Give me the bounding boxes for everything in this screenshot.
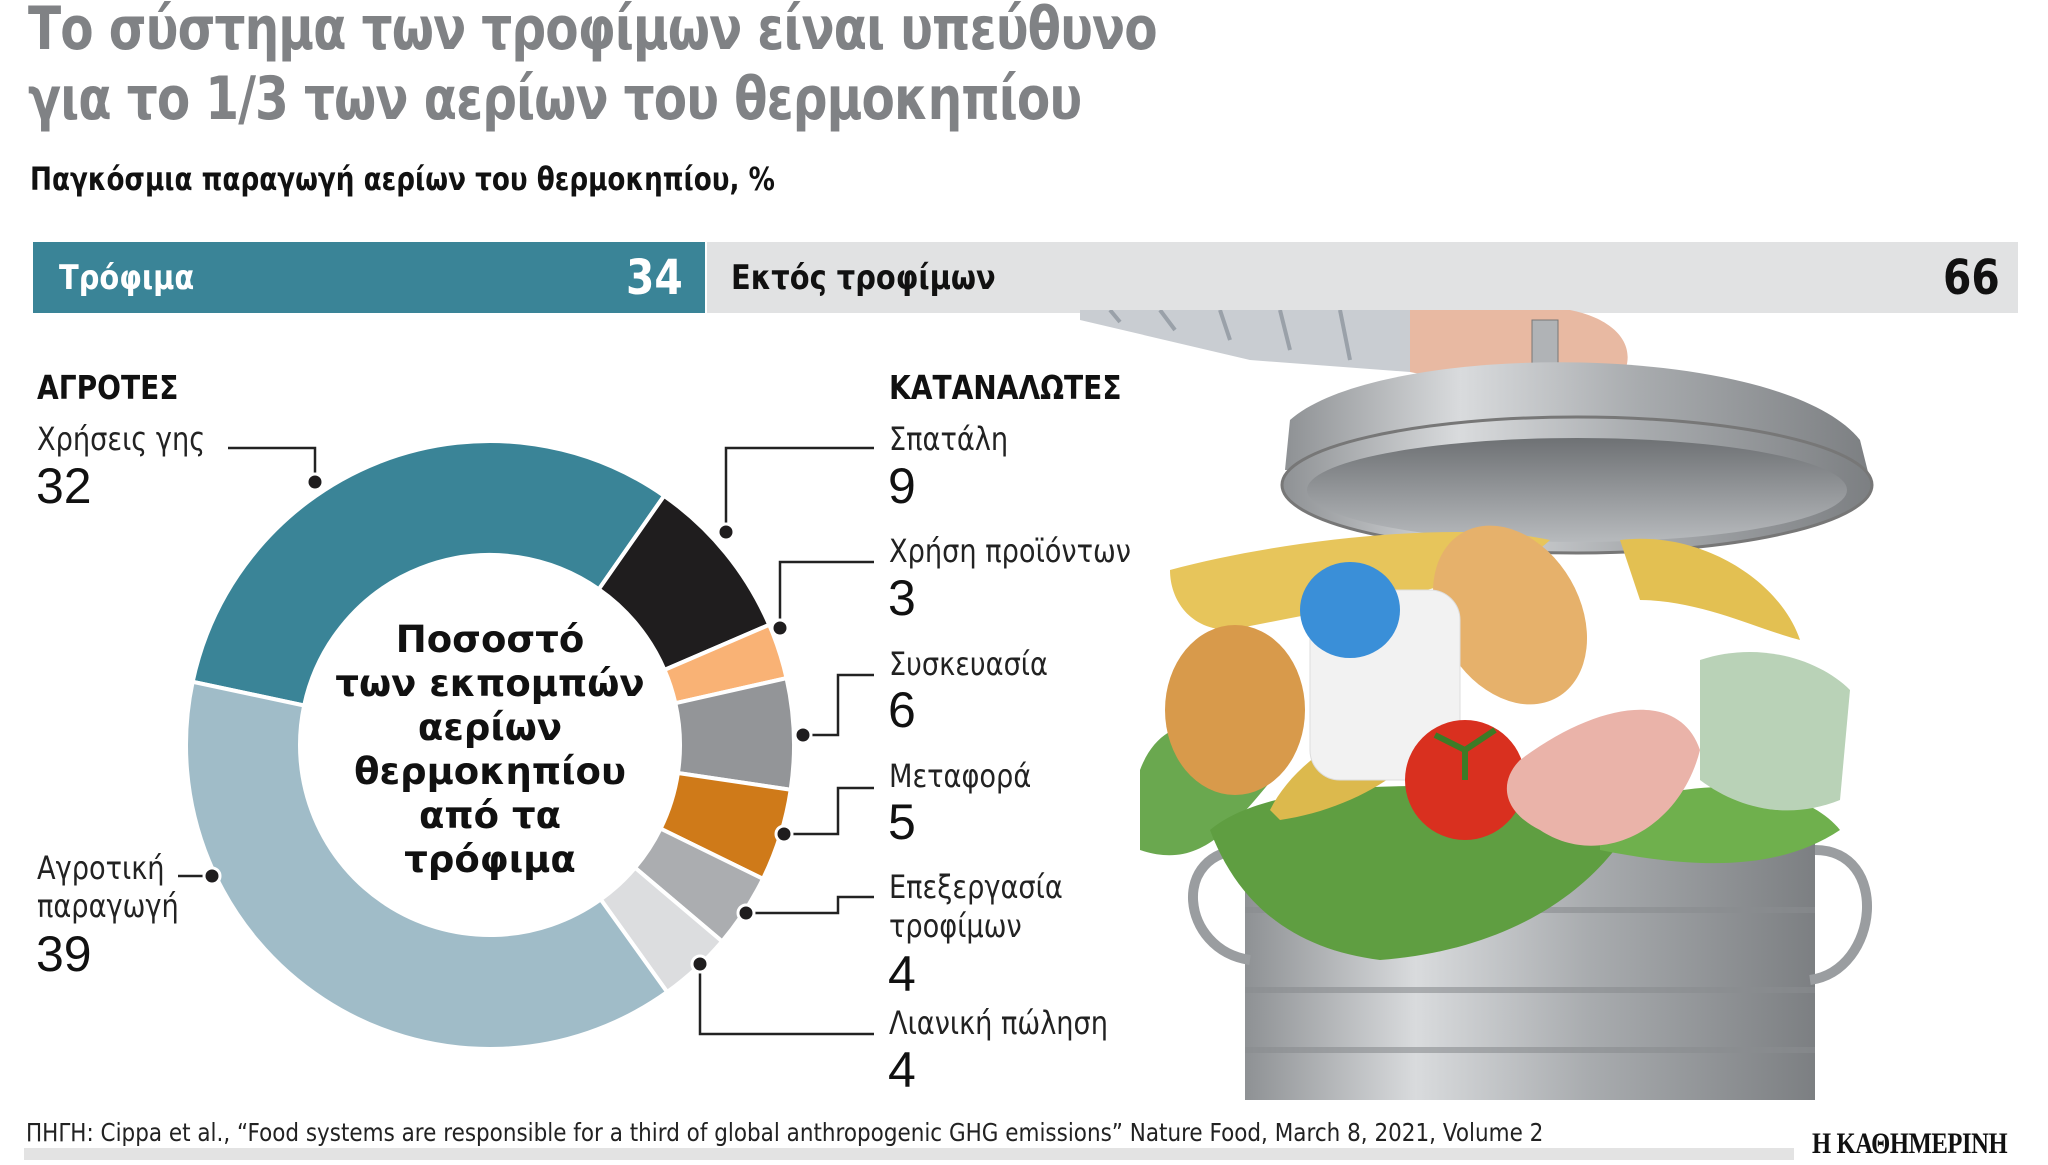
page-title: Το σύστημα των τροφίμων είναι υπεύθυνο γ… (28, 0, 1158, 134)
bin-handle-right (1809, 845, 1873, 985)
label-waste: Σπατάλη (889, 420, 1009, 458)
value-packaging: 6 (888, 682, 916, 738)
leader-dots (202, 472, 813, 974)
bar-segment-food: Τρόφιμα 34 (33, 242, 705, 313)
chart-subtitle: Παγκόσμια παραγωγή αερίων του θερμοκηπίο… (30, 160, 775, 198)
bottle-cap (1300, 562, 1400, 658)
center-line-4: θερμοκηπίου (354, 750, 626, 793)
shirt-sleeve (1080, 310, 1420, 372)
footer-rule (24, 1148, 1794, 1160)
source-note: ΠΗΓΗ: Cippa et al., “Food systems are re… (26, 1118, 1544, 1147)
publisher-logo: Η ΚΑΘΗΜΕΡΙΝΗ (1812, 1127, 2008, 1160)
label-agri-prod-2: παραγωγή (37, 887, 179, 925)
summary-bar: Τρόφιμα 34 Εκτός τροφίμων 66 (33, 242, 2018, 313)
leader-lines (178, 446, 874, 1036)
banana-right (1620, 538, 1800, 640)
bar-nonfood-label: Εκτός τροφίμων (731, 257, 996, 298)
value-retail: 4 (888, 1042, 916, 1098)
title-line-2: για το 1/3 των αερίων του θερμοκηπίου (28, 64, 1082, 134)
egg-carton (1700, 651, 1850, 811)
baguette (1432, 525, 1588, 705)
bar-segment-nonfood: Εκτός τροφίμων 66 (707, 242, 2018, 313)
donut-slices (184, 439, 796, 1051)
center-line-1: Ποσοστό (395, 618, 585, 661)
bread-roll (1165, 625, 1305, 795)
donut-center-label: Ποσοστό των εκπομπών αερίων θερμοκηπίου … (330, 618, 650, 882)
value-consumption: 3 (888, 570, 916, 626)
bar-nonfood-value: 66 (1943, 249, 2000, 306)
label-packaging: Συσκευασία (889, 645, 1048, 683)
center-line-3: αερίων (417, 706, 563, 749)
lid-inside (1307, 438, 1847, 542)
label-retail: Λιανική πώληση (889, 1004, 1109, 1042)
value-processing: 4 (888, 946, 916, 1002)
lettuce-front (1210, 786, 1640, 960)
ham-slice (1506, 709, 1700, 846)
bar-food-label: Τρόφιμα (59, 257, 195, 298)
food-waste-bin-illustration (1080, 310, 1874, 1100)
value-waste: 9 (888, 458, 916, 514)
center-line-2: των εκπομπών (335, 662, 645, 705)
value-land-use: 32 (36, 458, 92, 514)
group-heading-consumers: ΚΑΤΑΝΑΛΩΤΕΣ (889, 368, 1122, 407)
center-line-5: από τα τρόφιμα (404, 794, 576, 881)
label-processing-1: Επεξεργασία (889, 868, 1063, 906)
label-agri-prod-1: Αγροτική (37, 849, 165, 887)
title-line-1: Το σύστημα των τροφίμων είναι υπεύθυνο (28, 0, 1158, 64)
label-consumption: Χρήση προϊόντων (889, 532, 1131, 570)
donut-slice (190, 439, 667, 708)
value-transport: 5 (888, 794, 916, 850)
label-transport: Μεταφορά (889, 757, 1032, 795)
label-land-use: Χρήσεις γης (37, 420, 206, 458)
lid-handle (1531, 319, 1559, 371)
donut-slice (184, 679, 670, 1051)
label-processing-2: τροφίμων (889, 907, 1022, 945)
donut-chart (178, 439, 874, 1051)
group-heading-farmers: ΑΓΡΟΤΕΣ (37, 368, 179, 407)
value-agri-prod: 39 (36, 926, 92, 982)
bar-food-value: 34 (626, 249, 683, 306)
